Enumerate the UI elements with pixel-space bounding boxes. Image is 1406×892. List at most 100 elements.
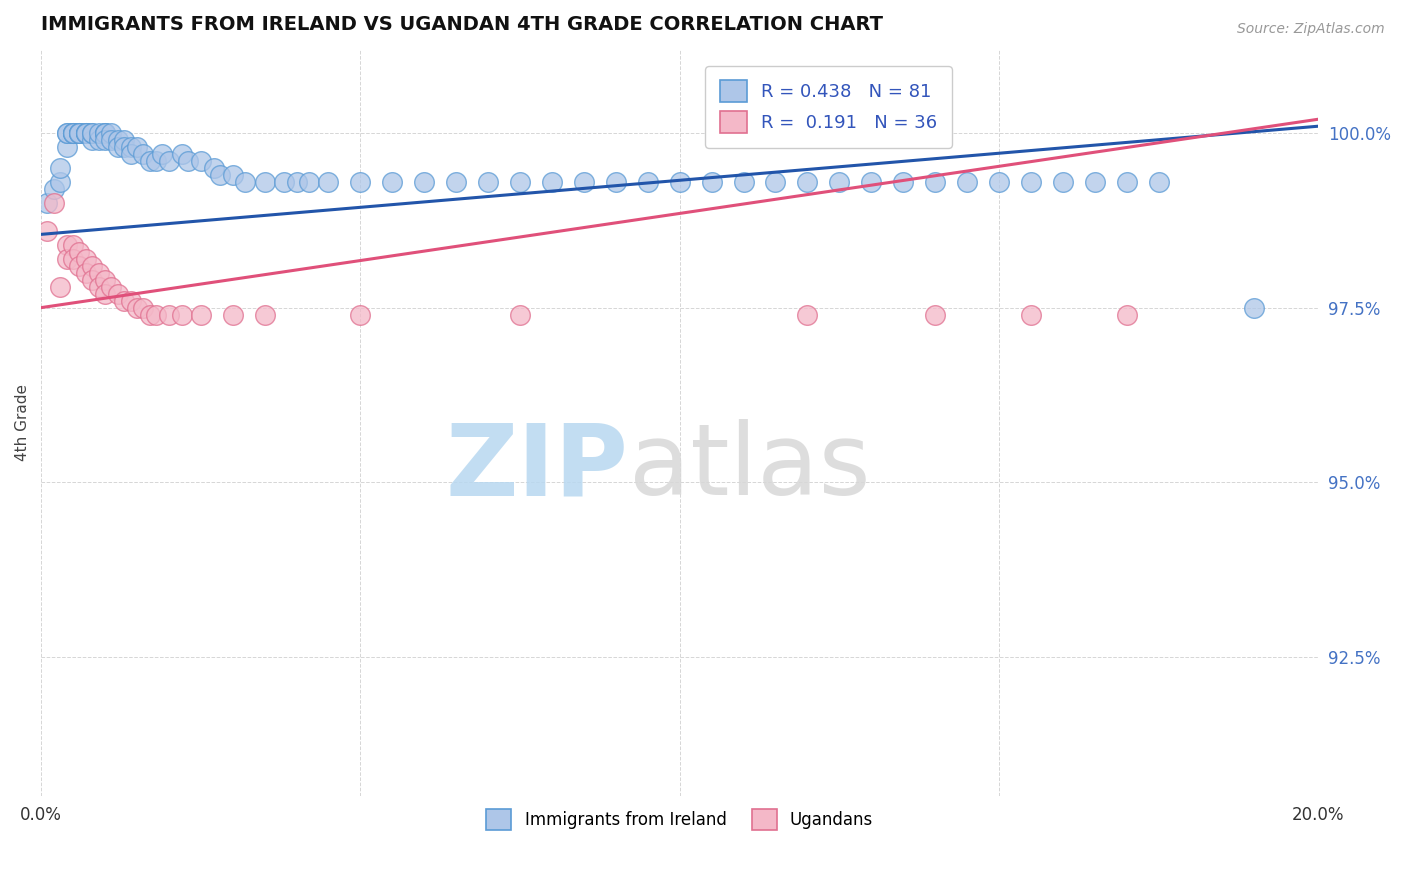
Point [107,140,129,154]
Point [349,175,371,189]
Point [221,168,243,182]
Point [444,175,467,189]
Point [82,259,104,273]
Point [668,175,690,189]
Point [55,126,77,140]
Point [1115,308,1137,322]
Point [1052,175,1074,189]
Point [477,175,499,189]
Point [988,175,1011,189]
Point [177,154,200,169]
Point [152,147,174,161]
Point [221,308,243,322]
Point [138,154,160,169]
Point [112,293,135,308]
Point [67,126,90,140]
Point [1115,175,1137,189]
Point [828,175,851,189]
Point [67,259,90,273]
Point [924,308,946,322]
Point [700,175,723,189]
Point [170,147,193,161]
Point [413,175,436,189]
Point [891,175,914,189]
Point [170,308,193,322]
Point [145,308,167,322]
Point [49,161,72,175]
Point [87,126,110,140]
Point [37,196,59,211]
Point [42,196,65,211]
Point [765,175,787,189]
Point [75,126,97,140]
Point [62,126,84,140]
Point [541,175,564,189]
Point [49,175,72,189]
Point [107,133,129,147]
Point [253,175,276,189]
Point [62,237,84,252]
Point [1243,301,1265,315]
Point [87,266,110,280]
Point [208,168,231,182]
Point [75,126,97,140]
Point [1147,175,1170,189]
Point [112,133,135,147]
Point [62,126,84,140]
Point [94,133,117,147]
Point [94,273,117,287]
Point [94,126,117,140]
Point [87,133,110,147]
Point [82,273,104,287]
Point [75,252,97,266]
Point [733,175,755,189]
Point [1019,308,1042,322]
Point [120,140,142,154]
Point [75,266,97,280]
Point [253,308,276,322]
Point [157,308,180,322]
Point [55,237,77,252]
Point [605,175,627,189]
Point [62,252,84,266]
Point [349,308,371,322]
Point [190,308,212,322]
Point [100,126,122,140]
Point [94,126,117,140]
Point [1084,175,1107,189]
Point [145,154,167,169]
Point [637,175,659,189]
Point [107,286,129,301]
Point [82,133,104,147]
Point [67,126,90,140]
Point [67,126,90,140]
Point [42,182,65,196]
Point [37,224,59,238]
Point [235,175,257,189]
Point [82,126,104,140]
Point [75,126,97,140]
Point [132,147,155,161]
Point [67,244,90,259]
Text: IMMIGRANTS FROM IRELAND VS UGANDAN 4TH GRADE CORRELATION CHART: IMMIGRANTS FROM IRELAND VS UGANDAN 4TH G… [41,15,883,34]
Point [67,126,90,140]
Point [157,154,180,169]
Point [94,126,117,140]
Point [55,140,77,154]
Point [956,175,979,189]
Point [75,126,97,140]
Point [285,175,308,189]
Point [100,133,122,147]
Text: atlas: atlas [628,419,870,516]
Point [125,301,148,315]
Point [318,175,340,189]
Text: ZIP: ZIP [446,419,628,516]
Point [62,126,84,140]
Point [273,175,295,189]
Point [509,175,531,189]
Point [796,175,818,189]
Point [112,140,135,154]
Point [381,175,404,189]
Point [87,279,110,293]
Point [55,252,77,266]
